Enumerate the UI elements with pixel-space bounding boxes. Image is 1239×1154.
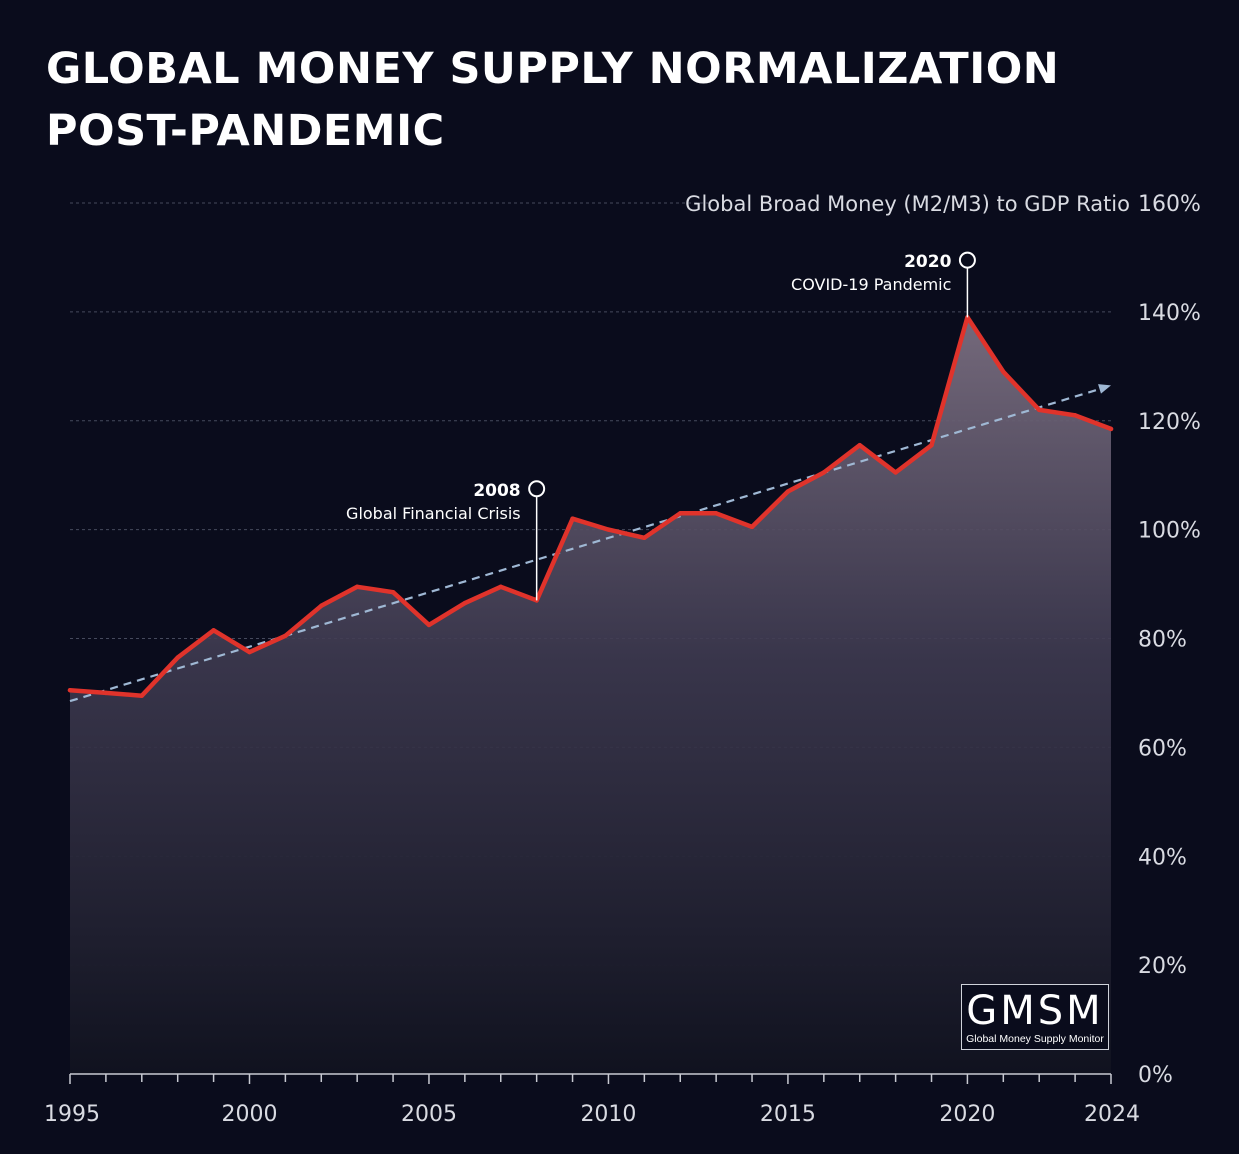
data-point-2000 [247,649,252,655]
data-point-2022 [1037,407,1042,413]
data-point-2006 [462,600,468,606]
data-point-2024 [1108,426,1114,432]
annotation-layer: 2008 Global Financial Crisis 2020 COVID-19 … [346,251,976,601]
line-layer [67,315,1114,698]
annotation-marker-2008 [528,480,546,498]
axis-layer: 0% 20% 40% 60% 80% 100% 120% 140% 160% Global Bro… [44,192,1201,1127]
area-layer [70,317,1111,1074]
x-tick-label-2000: 2000 [221,1102,277,1127]
x-tick-label-1995: 1995 [44,1102,100,1127]
data-point-2013 [713,511,719,516]
y-axis-title: Global Broad Money (M2/M3) to GDP Ratio [685,192,1130,216]
data-point-2012 [678,511,683,516]
data-point-2021 [1001,369,1006,374]
data-point-2003 [354,584,360,589]
y-tick-label-100: 100% [1138,519,1201,544]
y-tick-label-20: 20% [1138,954,1187,979]
data-point-2014 [749,524,755,530]
annotation-year-2008: 2008 [473,481,520,501]
annotation-marker-2020 [958,251,976,269]
x-tick-label-2024: 2024 [1084,1102,1140,1127]
data-point-1998 [175,655,180,660]
data-point-2015 [785,489,791,494]
gmsm-logo: GMSM Global Money Supply Monitor [961,984,1109,1050]
annotation-label-2008: Global Financial Crisis [346,504,521,523]
grid-layer [70,202,1111,966]
logo-subtitle: Global Money Supply Monitor [966,1033,1104,1045]
y-tick-label-60: 60% [1138,736,1187,761]
y-tick-label-40: 40% [1138,845,1187,870]
data-point-2005 [426,622,432,628]
logo-wordmark: GMSM [966,988,1104,1034]
data-point-2001 [283,633,288,638]
data-point-2023 [1072,413,1078,418]
y-tick-label-140: 140% [1138,301,1201,326]
x-tick-label-2010: 2010 [580,1102,636,1127]
data-point-1996 [103,690,109,696]
annotation-year-2020: 2020 [904,252,951,272]
data-point-2007 [498,584,503,589]
data-point-2017 [857,443,862,448]
annotation-label-2020: COVID-19 Pandemic [791,275,951,294]
series-area-fill [70,317,1111,1074]
data-point-2009 [570,516,575,521]
x-tick-label-2015: 2015 [760,1102,816,1127]
data-point-2016 [821,470,827,475]
data-point-2011 [642,535,647,540]
title-line-2: POST-PANDEMIC [46,106,445,156]
data-point-1999 [211,628,216,633]
y-tick-label-160: 160% [1138,192,1201,217]
y-tick-label-0: 0% [1138,1063,1173,1088]
x-tick-label-2005: 2005 [401,1102,457,1127]
data-point-1995 [67,688,73,693]
data-point-2019 [929,443,934,448]
chart-title: GLOBAL MONEY SUPPLY NORMALIZATION POST-P… [46,38,1059,162]
title-line-1: GLOBAL MONEY SUPPLY NORMALIZATION [46,44,1060,94]
data-point-2002 [319,603,324,609]
data-point-2018 [893,470,898,475]
trend-arrowhead [1098,384,1111,394]
series-line [67,315,1114,698]
x-tick-label-2020: 2020 [939,1102,995,1127]
y-tick-label-80: 80% [1138,628,1187,653]
data-point-2010 [606,527,611,532]
data-point-1997 [139,693,144,698]
y-tick-label-120: 120% [1138,410,1201,435]
data-point-2004 [390,590,396,595]
